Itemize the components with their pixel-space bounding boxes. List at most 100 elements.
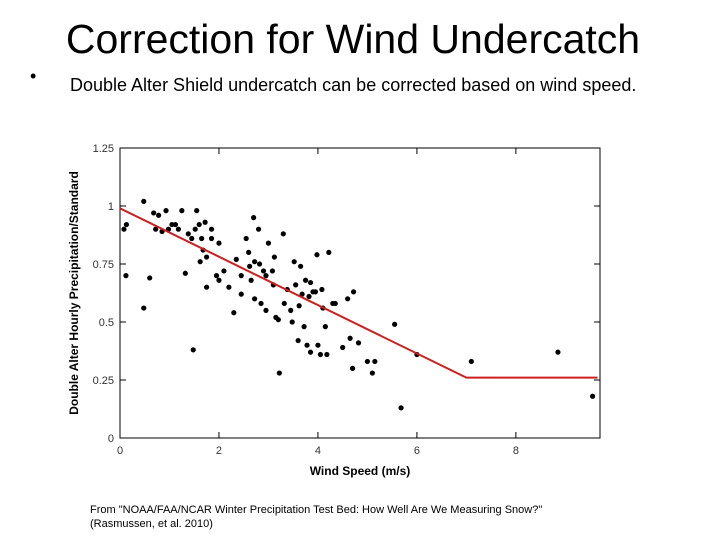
data-point [280,231,286,237]
data-point [202,219,208,225]
data-point [296,303,302,309]
data-point [147,275,153,281]
data-point [301,324,307,330]
data-point [123,273,129,279]
data-point [189,235,195,242]
data-point [221,268,227,274]
data-point [151,210,157,216]
data-point [295,337,301,344]
y-tick-label: 0.5 [99,317,114,329]
data-point [196,221,202,228]
data-point [213,273,220,279]
bullet-text: Double Alter Shield undercatch can be co… [70,75,637,95]
source-caption-line-2: (Rasmussen, et al. 2010) [90,518,213,530]
data-point [307,349,314,355]
data-point [175,226,181,232]
source-caption-line-1: From "NOAA/FAA/NCAR Winter Precipitation… [90,504,543,516]
data-point [238,273,244,279]
data-point [326,249,332,255]
data-point [398,405,404,411]
data-point [263,273,269,279]
data-point [260,268,267,274]
data-point [121,226,127,232]
data-point [251,296,258,302]
data-point [233,256,239,262]
data-point [182,270,188,276]
slide-title: Correction for Wind Undercatch [65,16,641,62]
data-point [256,261,263,267]
data-point [468,358,474,365]
data-point [216,277,222,283]
data-point [306,293,312,300]
data-point [312,289,319,295]
y-tick-label: 0.25 [93,375,114,387]
data-point [372,358,378,365]
data-point [203,284,210,290]
plot-frame [119,147,601,439]
data-point [231,310,237,316]
data-point [185,231,191,237]
data-point [208,226,215,232]
data-point [251,215,257,221]
data-point [172,221,179,228]
data-point [289,319,295,325]
y-axis-label: Double Alter Hourly Precipitation/Standa… [67,171,81,415]
data-point [248,277,254,283]
data-point [203,254,210,260]
data-point [349,365,356,371]
data-point [179,208,185,214]
data-point [246,249,252,255]
data-point [288,307,294,313]
y-tick-label: 1 [108,201,114,213]
data-point [298,263,304,269]
data-point [322,324,328,330]
data-point [263,307,269,313]
data-point [238,291,244,297]
data-point [347,335,353,341]
data-point [293,282,299,288]
data-point [226,284,232,290]
data-point [355,340,362,346]
y-tick-label: 1.25 [93,143,114,155]
correction-fit-line [119,207,598,379]
data-point [319,286,325,293]
data-point [141,198,147,204]
data-point [192,226,198,232]
data-point [369,370,375,376]
data-point [324,351,330,358]
x-axis-label: Wind Speed (m/s) [310,464,411,478]
data-point [247,263,253,269]
data-point [314,252,320,258]
data-point [265,240,272,246]
data-point [141,305,147,311]
data-point [555,349,561,355]
data-point [345,296,351,302]
data-point [291,259,297,265]
x-tick-label: 6 [414,445,420,457]
data-point [315,342,321,348]
data-point [190,347,196,353]
data-point [302,277,309,283]
data-point [304,342,310,348]
data-point [350,289,357,295]
x-tick-label: 4 [315,445,321,457]
data-point [317,351,324,358]
y-tick-label: 0 [108,433,114,445]
data-point [155,212,162,218]
y-axis-ticks: 0 0.25 0.5 0.75 1 1.25 [93,143,600,445]
data-point [271,254,277,260]
data-point [243,235,249,242]
source-caption: From "NOAA/FAA/NCAR Winter Precipitation… [90,503,650,531]
data-point [275,317,281,323]
data-point [269,268,276,274]
x-axis-ticks: 0 2 4 6 8 [117,148,519,457]
bullet-marker: • [30,66,37,86]
data-point [251,259,258,265]
data-point [307,279,314,286]
x-tick-label: 0 [117,445,123,457]
data-point [392,321,398,327]
data-point [255,226,262,232]
data-point [123,221,130,228]
data-point [216,240,222,246]
data-point [281,300,287,307]
